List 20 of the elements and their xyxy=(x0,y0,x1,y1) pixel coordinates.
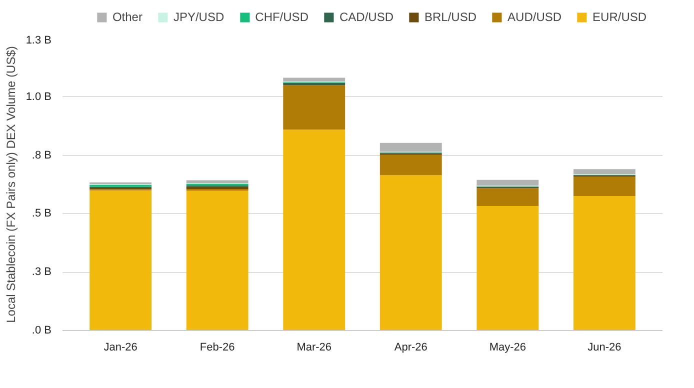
legend-label: AUD/USD xyxy=(508,10,562,24)
x-tick-label: Jan-26 xyxy=(104,342,138,354)
x-tick-label: May-26 xyxy=(489,342,526,354)
legend-label: CAD/USD xyxy=(339,10,394,24)
legend-label: CHF/USD xyxy=(255,10,308,24)
legend-label: JPY/USD xyxy=(173,10,224,24)
y-axis-title: Local Stablecoin (FX Pairs only) DEX Volume (US$) xyxy=(4,46,18,323)
y-tick-label: .5 B xyxy=(32,208,52,220)
x-tick-label: Jun-26 xyxy=(588,342,622,354)
y-tick-label: .0 B xyxy=(32,324,52,336)
y-tick-label: 1.3 B xyxy=(26,34,52,46)
legend-label: Other xyxy=(112,10,142,24)
y-tick-label: .3 B xyxy=(32,266,52,278)
legend-label: BRL/USD xyxy=(424,10,477,24)
x-tick-label: Mar-26 xyxy=(296,342,332,354)
x-tick-label: Feb-26 xyxy=(200,342,235,354)
x-tick-label: Apr-26 xyxy=(394,342,428,354)
legend-label: EUR/USD xyxy=(592,10,647,24)
y-tick-label: .8 B xyxy=(32,149,52,162)
y-tick-label: 1.0 B xyxy=(26,90,52,103)
